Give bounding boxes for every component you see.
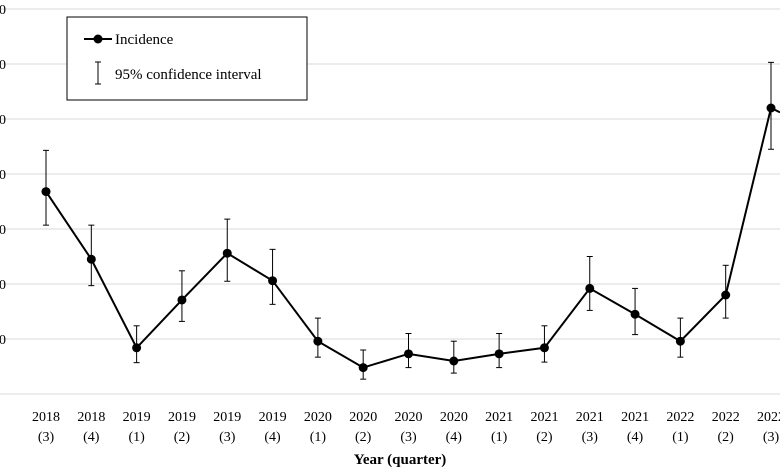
data-point xyxy=(766,103,776,113)
data-point xyxy=(222,248,232,258)
data-point xyxy=(177,295,187,305)
legend: Incidence 95% confidence interval xyxy=(66,16,308,101)
data-point xyxy=(132,343,142,353)
x-tick-quarter: (2) xyxy=(355,430,372,445)
data-point xyxy=(86,254,96,264)
x-tick-quarter: (3) xyxy=(763,430,780,445)
data-markers xyxy=(41,103,776,373)
data-point xyxy=(494,349,504,359)
x-tick-year: 2021 xyxy=(485,410,513,425)
x-tick-quarter: (1) xyxy=(310,430,327,445)
x-tick-quarter: (3) xyxy=(219,430,236,445)
data-point xyxy=(41,187,51,197)
data-point xyxy=(404,349,413,359)
x-tick-year: 2021 xyxy=(530,410,558,425)
x-tick-year: 2019 xyxy=(259,410,287,425)
x-axis-title: Year (quarter) xyxy=(354,452,447,468)
data-point xyxy=(449,356,459,366)
data-point xyxy=(585,283,595,293)
x-tick-quarter: (3) xyxy=(582,430,599,445)
data-point xyxy=(630,309,640,319)
x-tick-year: 2018 xyxy=(77,410,105,425)
y-tick-label: 70 xyxy=(0,3,6,18)
x-tick-year: 2020 xyxy=(349,410,377,425)
data-point xyxy=(358,363,368,373)
x-tick-quarter: (1) xyxy=(672,430,689,445)
y-tick-label: 20 xyxy=(0,278,6,293)
data-point xyxy=(675,336,685,346)
x-tick-year: 2021 xyxy=(576,410,604,425)
x-tick-labels: 2018 (3) 2018 (4) 2019 (1) 2019 (2) 2019 (3) 2019 (… xyxy=(32,410,780,445)
x-tick-quarter: (4) xyxy=(446,430,463,445)
x-tick-quarter: (1) xyxy=(128,430,145,445)
legend-marker-sample xyxy=(93,34,103,44)
legend-label-incidence: Incidence xyxy=(115,32,174,48)
x-tick-quarter: (4) xyxy=(83,430,100,445)
x-tick-year: 2020 xyxy=(304,410,332,425)
series-line-incidence xyxy=(45,106,780,369)
legend-ci-sample xyxy=(95,61,101,85)
y-tick-label: 50 xyxy=(0,113,6,128)
y-tick-labels: 010203040506070 xyxy=(0,3,6,348)
y-tick-label: 10 xyxy=(0,333,6,348)
x-tick-quarter: (4) xyxy=(264,430,281,445)
x-tick-year: 2020 xyxy=(395,410,423,425)
x-tick-year: 2018 xyxy=(32,410,60,425)
x-tick-year: 2020 xyxy=(440,410,468,425)
legend-label-ci: 95% confidence interval xyxy=(115,67,262,83)
x-tick-year: 2022 xyxy=(757,410,780,425)
y-tick-label: 40 xyxy=(0,168,6,183)
x-tick-quarter: (2) xyxy=(536,430,553,445)
x-tick-quarter: (4) xyxy=(627,430,644,445)
x-tick-year: 2021 xyxy=(621,410,649,425)
data-point xyxy=(313,336,323,346)
x-tick-year: 2019 xyxy=(123,410,151,425)
y-tick-label: 30 xyxy=(0,223,6,238)
x-tick-quarter: (1) xyxy=(491,430,508,445)
x-tick-quarter: (3) xyxy=(400,430,417,445)
data-point xyxy=(268,276,278,286)
x-tick-year: 2022 xyxy=(712,410,740,425)
x-tick-quarter: (2) xyxy=(174,430,191,445)
x-tick-quarter: (2) xyxy=(718,430,735,445)
legend-box xyxy=(66,16,308,101)
x-tick-quarter: (3) xyxy=(38,430,55,445)
x-tick-year: 2019 xyxy=(168,410,196,425)
data-point xyxy=(539,343,549,353)
x-tick-year: 2022 xyxy=(666,410,694,425)
y-tick-label: 60 xyxy=(0,58,6,73)
x-tick-year: 2019 xyxy=(213,410,241,425)
data-point xyxy=(721,290,731,300)
